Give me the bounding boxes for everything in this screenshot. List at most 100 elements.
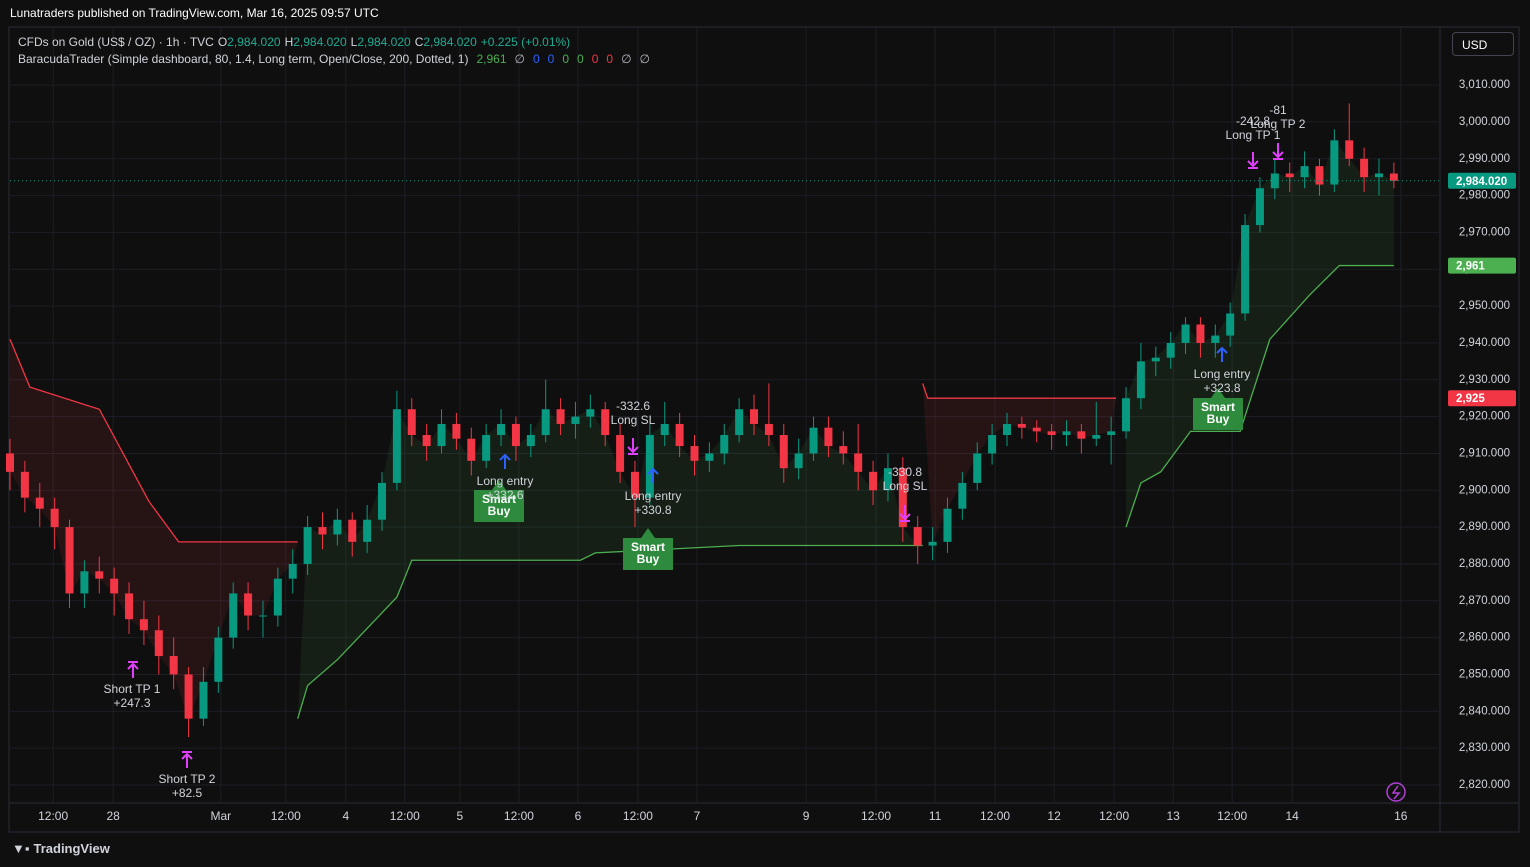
price-tag	[1448, 257, 1516, 274]
candle-body	[809, 427, 818, 454]
trail-fill	[297, 409, 923, 719]
candle-body	[988, 435, 997, 454]
candle-body	[80, 571, 89, 594]
candle-body	[586, 409, 595, 417]
indicator-value: ∅	[621, 52, 632, 66]
legend: CFDs on Gold (US$ / OZ) · 1h · TVC O2,984…	[18, 34, 654, 68]
candle-body	[333, 519, 342, 535]
indicator: BaracudaTrader (Simple dashboard, 80, 1.…	[18, 52, 469, 66]
trail-fill	[1126, 140, 1394, 528]
y-tick-label: 3,010.000	[1459, 79, 1510, 91]
x-tick-label: 12:00	[504, 809, 534, 823]
candle-body	[1389, 173, 1398, 181]
trade-annotation: +330.8	[634, 503, 671, 517]
indicator-value: 2,961	[476, 52, 507, 66]
brand-footer: ▼▪ TradingView	[12, 841, 110, 856]
x-tick-label: 11	[929, 809, 942, 823]
indicator-value: 0	[591, 52, 599, 66]
x-tick-label: 14	[1286, 809, 1300, 823]
x-tick-label: 12:00	[861, 809, 891, 823]
x-tick-label: 12:00	[980, 809, 1010, 823]
candle-body	[467, 438, 476, 461]
trade-annotation: Long entry	[1194, 367, 1251, 381]
candle-body	[35, 497, 44, 509]
y-tick-label: 2,820.000	[1459, 779, 1510, 791]
y-tick-label: 2,830.000	[1459, 742, 1510, 754]
candle-body	[1092, 435, 1101, 439]
candle-body	[794, 453, 803, 469]
candle-body	[110, 578, 119, 594]
candle-body	[958, 482, 967, 509]
x-tick-label: 6	[575, 809, 582, 823]
candle-body	[1226, 313, 1235, 336]
candle-body	[214, 637, 223, 682]
candle-body	[154, 630, 163, 657]
pane-border	[8, 26, 1520, 833]
candle-body	[497, 423, 506, 436]
y-tick-label: 2,940.000	[1459, 337, 1510, 349]
y-tick-label: 3,000.000	[1459, 116, 1510, 128]
trail-line	[9, 339, 298, 543]
candle-body	[735, 409, 744, 436]
trade-annotation: Short TP 1	[104, 682, 161, 696]
candle-body	[318, 527, 327, 535]
x-tick-label: 16	[1394, 809, 1408, 823]
candle-body	[1345, 140, 1354, 159]
candle-body	[630, 471, 639, 498]
brand-name: TradingView	[33, 841, 110, 856]
indicator-value: 0	[562, 52, 570, 66]
up-arrow	[127, 661, 139, 678]
ohlc-key: L	[350, 35, 358, 49]
alert-icon[interactable]	[1386, 782, 1406, 802]
candle-body	[869, 471, 878, 491]
trade-annotation: Short TP 2	[159, 772, 216, 786]
candle-body	[348, 519, 357, 542]
x-tick-label: 9	[803, 809, 810, 823]
y-tick-label: 2,980.000	[1459, 190, 1510, 202]
ohlc-value: 2,984.020	[227, 35, 281, 49]
candle-body	[288, 563, 297, 579]
candle-body	[20, 471, 29, 498]
candle-body	[1330, 140, 1339, 185]
y-tick-label: 2,990.000	[1459, 153, 1510, 165]
ohlc-key: O	[217, 35, 228, 49]
alert-bolt	[1391, 785, 1401, 800]
candle-body	[898, 468, 907, 528]
ohlc-value: 2,984.020	[357, 35, 411, 49]
smart-buy-label: Buy	[488, 504, 511, 518]
x-tick-label: 12:00	[1099, 809, 1129, 823]
trade-annotation: -81	[1269, 103, 1287, 117]
trade-annotation: Long entry	[625, 489, 682, 503]
candle-body	[1300, 166, 1309, 178]
x-tick-label: 5	[457, 809, 464, 823]
candle-body	[720, 435, 729, 454]
trade-annotation: +323.8	[1203, 381, 1240, 395]
down-arrow	[1247, 152, 1259, 169]
x-tick-label: 4	[342, 809, 349, 823]
brand-logo: ▼▪	[12, 841, 30, 856]
up-arrow	[1216, 346, 1228, 362]
candle-body	[1196, 324, 1205, 343]
candle-body	[482, 435, 491, 461]
trade-annotation: Long TP 2	[1251, 117, 1306, 131]
candle-body	[973, 453, 982, 483]
candle-body	[422, 435, 431, 447]
price-tag	[1448, 390, 1516, 407]
candle-body	[1122, 398, 1131, 432]
x-tick-label: 12:00	[1217, 809, 1247, 823]
candle-body	[452, 423, 461, 439]
candle-body	[660, 423, 669, 436]
change: +0.225 (+0.01%)	[480, 35, 571, 49]
currency-button[interactable]: USD	[1452, 32, 1514, 56]
x-tick-label: 12:00	[271, 809, 301, 823]
candle-body	[95, 571, 104, 579]
smart-buy-label: Buy	[1207, 412, 1230, 426]
candle-body	[1107, 431, 1116, 436]
up-arrow	[647, 467, 659, 483]
indicator-value: ∅	[514, 52, 525, 66]
candle-body	[1181, 324, 1190, 343]
candle-body	[839, 446, 848, 454]
smart-buy-label: Smart	[482, 492, 516, 506]
y-tick-label: 2,930.000	[1459, 374, 1510, 386]
